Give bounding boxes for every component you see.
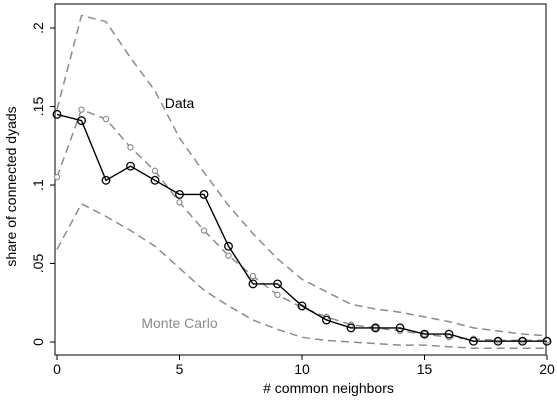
series-point — [102, 115, 110, 123]
series-line — [56, 202, 547, 350]
series-point — [78, 106, 85, 113]
series-point — [249, 272, 257, 280]
y-axis-title: share of connected dyads — [3, 106, 19, 266]
series-point — [542, 336, 552, 346]
y-tick-label: .05 — [30, 254, 46, 274]
series-point — [126, 161, 135, 171]
series-point — [225, 252, 232, 259]
series-0 — [52, 109, 552, 346]
series-point — [493, 336, 503, 346]
series-point — [150, 175, 160, 185]
series-1 — [53, 106, 551, 344]
series-point — [346, 323, 356, 333]
series-point — [248, 279, 258, 289]
series-point — [52, 109, 62, 119]
series-point — [77, 116, 86, 126]
x-tick-label: 5 — [176, 361, 184, 377]
series-line — [56, 113, 547, 342]
x-tick-label: 10 — [294, 361, 310, 377]
series-point — [199, 189, 209, 199]
series-point — [444, 329, 454, 339]
series-line — [56, 14, 548, 337]
series-point — [518, 336, 527, 346]
y-tick-label: .1 — [30, 179, 46, 191]
series-point — [469, 336, 478, 346]
series-point — [297, 301, 307, 311]
annotation-layer: Data Monte Carlo — [141, 95, 217, 331]
x-tick-label: 0 — [53, 361, 61, 377]
series-point — [420, 329, 429, 339]
series-point — [175, 189, 184, 199]
series-point — [200, 227, 208, 234]
annotation-data: Data — [165, 95, 195, 111]
series-2 — [56, 14, 548, 337]
x-axis-title: # common neighbors — [263, 380, 394, 396]
y-tick-label: .15 — [30, 97, 46, 117]
series-point — [151, 167, 159, 175]
y-tick-label: .2 — [30, 22, 46, 34]
series-layer — [52, 14, 552, 350]
x-tick-label: 20 — [539, 361, 555, 377]
axes: 0 5 10 15 20 0 .05 .1 .15 .2 — [30, 3, 555, 377]
series-point — [224, 241, 233, 251]
annotation-monte-carlo: Monte Carlo — [141, 315, 217, 331]
series-3 — [56, 202, 547, 350]
series-point — [176, 199, 183, 206]
series-point — [273, 279, 282, 289]
series-point — [322, 315, 331, 325]
series-point — [274, 291, 281, 299]
series-point — [101, 175, 111, 185]
series-point — [53, 173, 61, 181]
series-point — [127, 144, 134, 151]
series-point — [395, 323, 405, 333]
series-point — [371, 323, 380, 333]
y-tick-label: 0 — [30, 338, 46, 346]
x-tick-label: 15 — [417, 361, 433, 377]
